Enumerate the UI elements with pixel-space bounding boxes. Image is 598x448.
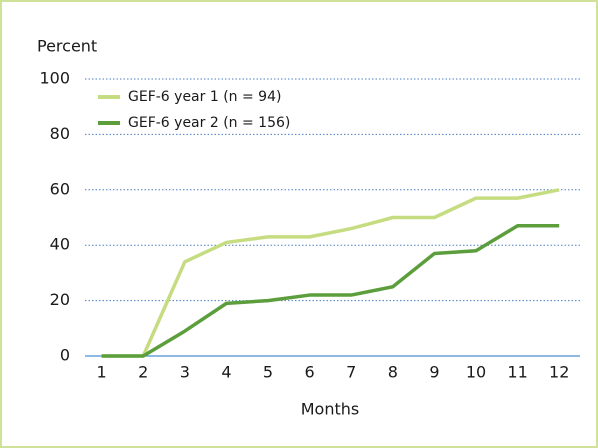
- x-tick-label: 5: [263, 363, 273, 382]
- x-tick-label: 10: [466, 363, 486, 382]
- legend-label: GEF-6 year 2 (n = 156): [128, 115, 290, 131]
- x-tick-label: 2: [138, 363, 148, 382]
- y-axis-label: Percent: [37, 37, 97, 56]
- x-tick-label: 6: [305, 363, 315, 382]
- x-tick-label: 11: [507, 363, 527, 382]
- x-tick-label: 8: [388, 363, 398, 382]
- x-tick-label: 7: [346, 363, 356, 382]
- y-tick-label: 20: [50, 290, 70, 309]
- y-tick-label: 100: [39, 69, 70, 88]
- x-tick-label: 9: [429, 363, 439, 382]
- y-tick-label: 60: [50, 179, 70, 198]
- x-tick-label: 12: [549, 363, 569, 382]
- x-tick-label: 3: [180, 363, 190, 382]
- legend-label: GEF-6 year 1 (n = 94): [128, 89, 281, 105]
- y-tick-label: 80: [50, 124, 70, 143]
- x-axis-label: Months: [301, 400, 359, 419]
- x-tick-label: 4: [221, 363, 231, 382]
- line-series: [101, 188, 560, 358]
- y-tick-label: 0: [60, 346, 70, 365]
- x-tick-label: 1: [97, 363, 107, 382]
- line-series: [101, 224, 560, 358]
- y-tick-label: 40: [50, 235, 70, 254]
